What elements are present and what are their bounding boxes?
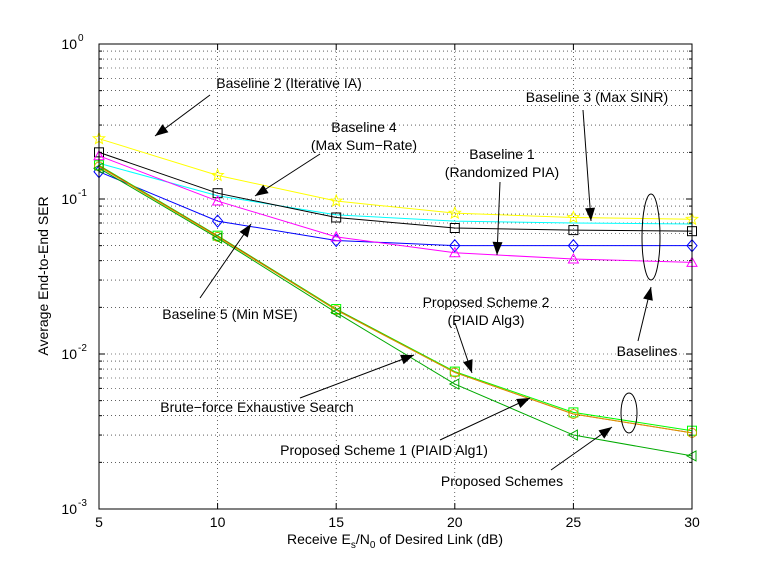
annotation-baseline1: Baseline 1 (Randomized PIA): [445, 146, 559, 180]
arrow-proposedschemes-head: [598, 427, 612, 439]
data-point: [448, 246, 461, 258]
data-point: [567, 252, 580, 264]
data-point: [211, 195, 224, 206]
annotation-proposed2: Proposed Scheme 2 (PIAID Alg3): [423, 294, 550, 328]
arrow-baseline3-head: [585, 207, 596, 221]
data-point: [566, 210, 581, 224]
data-point: [449, 222, 460, 233]
y-axis-label: Average End-to-End SER: [35, 196, 51, 355]
arrow-baseline3: [582, 109, 592, 222]
arrow-baseline5: [199, 223, 252, 299]
series-line: [98, 151, 693, 232]
data-point: [211, 214, 224, 228]
arrow-proposed1-head: [516, 398, 530, 409]
data-point: [331, 212, 342, 223]
series-line: [98, 162, 693, 225]
ellipse-proposed-schemes: [620, 392, 638, 434]
y-tick-exponent: -1: [78, 188, 87, 199]
x-axis-label: Receive Es/N0 of Desired Link (dB): [287, 531, 503, 551]
series-line: [98, 167, 693, 457]
data-point: [447, 205, 462, 220]
y-tick-exponent: -3: [78, 498, 87, 509]
x-tick-label: 10: [210, 514, 226, 530]
data-point: [567, 429, 578, 441]
annotation-bruteforce: Brute−force Exhaustive Search: [160, 399, 353, 415]
data-point: [210, 168, 225, 182]
annotation-baseline3: Baseline 3 (Max SINR): [526, 89, 668, 105]
series-line: [98, 171, 692, 247]
arrow-baseline2-head: [155, 124, 169, 136]
annotation-baseline5: Baseline 5 (Min MSE): [162, 306, 297, 322]
x-tick-label: 30: [684, 514, 700, 530]
arrow-baseline4-head: [255, 184, 269, 196]
y-tick-exponent: 0: [78, 33, 84, 44]
arrow-baseline5-head: [239, 224, 251, 238]
series-line: [98, 164, 693, 432]
plot-frame: [98, 43, 693, 510]
arrow-baselines-head: [643, 287, 653, 301]
data-point: [448, 378, 460, 390]
annotation-baseline4: Baseline 4 (Max Sum−Rate): [311, 119, 417, 153]
annotation-baseline2: Baseline 2 (Iterative IA): [216, 75, 362, 91]
arrow-bruteforce: [299, 354, 415, 399]
x-tick-label: 25: [566, 514, 582, 530]
y-tick-label: 10: [61, 346, 77, 362]
y-tick-label: 10: [61, 501, 77, 517]
arrow-proposed2-head: [463, 359, 473, 373]
data-point: [567, 238, 580, 253]
data-point: [568, 409, 579, 420]
y-tick-label: 10: [61, 191, 77, 207]
annotations: Baseline 2 (Iterative IA) Baseline 3 (Max…: [154, 75, 678, 489]
data-point: [212, 188, 223, 199]
y-tick-label: 10: [61, 36, 77, 52]
data-point: [330, 230, 343, 242]
annotation-proposed1: Proposed Scheme 1 (PIAID Alg1): [280, 442, 488, 458]
data-point: [568, 225, 579, 236]
plot-area: [99, 44, 692, 509]
series-5: [93, 149, 698, 267]
data-point: [211, 232, 223, 244]
annotation-proposedschemes: Proposed Schemes: [441, 473, 563, 489]
annotation-baselines: Baselines: [617, 343, 678, 359]
data-point: [449, 367, 460, 378]
y-tick-exponent: -2: [78, 343, 87, 354]
series-group: [91, 131, 700, 462]
x-tick-label: 5: [95, 514, 103, 530]
series-line: [98, 155, 693, 263]
x-tick-label: 20: [447, 514, 463, 530]
data-point: [449, 238, 461, 253]
data-point: [329, 193, 344, 208]
series-2: [98, 162, 693, 225]
x-tick-label: 15: [328, 514, 344, 530]
series-line: [98, 138, 693, 220]
data-point: [330, 306, 341, 319]
ellipse-baselines: [641, 193, 661, 281]
arrow-bruteforce-head: [400, 354, 414, 365]
arrow-proposed1: [439, 397, 531, 441]
arrow-baseline1-head: [492, 241, 503, 255]
series-line: [98, 166, 693, 434]
